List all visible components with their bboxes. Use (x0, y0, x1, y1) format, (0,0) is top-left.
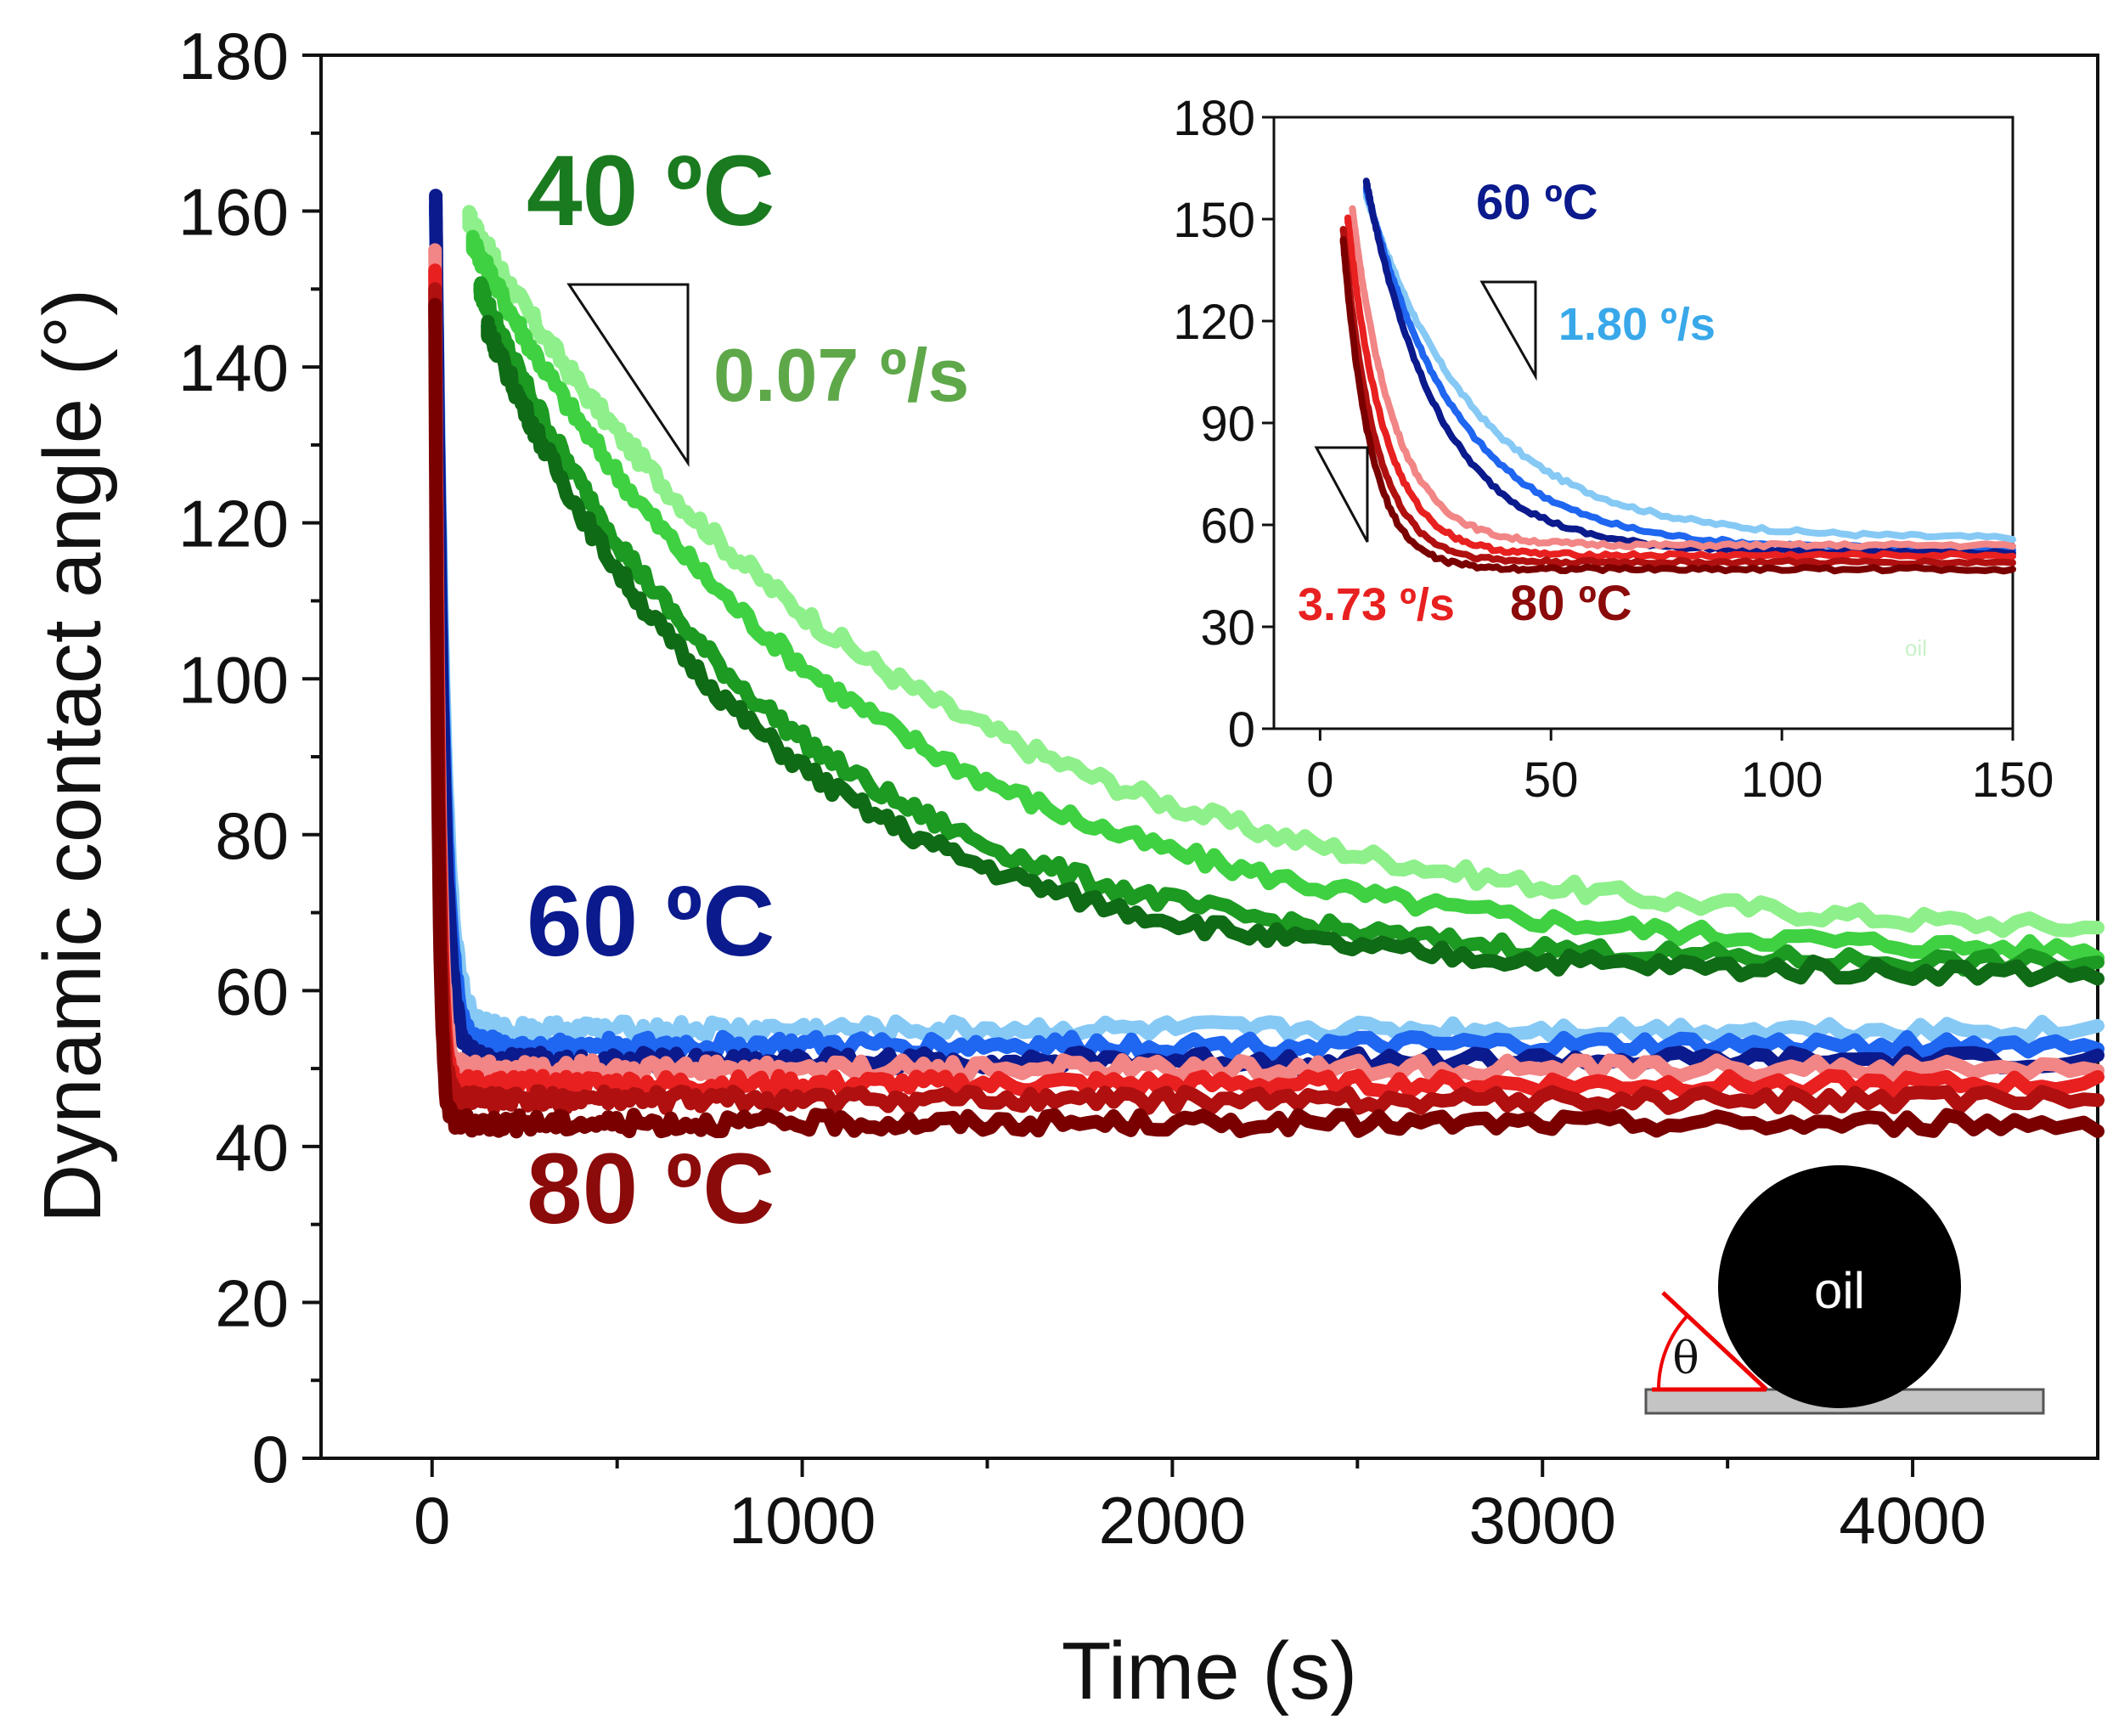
main-series-80-c-run-1 (428, 243, 2105, 1084)
main-series-40-c-run-1 (462, 205, 2105, 938)
inset-slope-triangle-60c (1479, 280, 1537, 381)
inset-x-tick-label-50: 50 (1524, 752, 1579, 808)
main-y-tick-label-40: 40 (215, 1110, 289, 1185)
inset-series-60-c-run-3 (1362, 178, 2016, 558)
inset-x-tick-label-100: 100 (1741, 752, 1823, 808)
oil-drop-schematic: oil θ (1644, 1165, 2045, 1415)
inset-label-80c: 80 ºC (1510, 576, 1632, 631)
inset-y-tick-label-120: 120 (1173, 295, 1255, 350)
main-series-group (428, 189, 2105, 1139)
inset-y-tick-label-0: 0 (1228, 702, 1255, 758)
theta-symbol: θ (1672, 1333, 1699, 1384)
inset-slope-triangle-80c (1314, 446, 1369, 543)
label-rate-40c: 0.07 º/s (713, 333, 969, 417)
inset-label-60c: 60 ºC (1476, 175, 1598, 230)
main-series-80-c-run-4 (428, 297, 2105, 1139)
x-axis-title: Time (s) (1062, 1626, 1357, 1716)
inset-series-80-c-run-2 (1344, 214, 2016, 561)
main-ticks (302, 54, 1915, 1477)
inset-series-80-c-run-1 (1349, 205, 2016, 551)
inset-ticks (1262, 116, 2014, 741)
label-40c: 40 ºC (527, 135, 775, 247)
y-axis-title: Dynamic contact angle (°) (27, 289, 118, 1223)
main-y-tick-label-80: 80 (215, 798, 289, 873)
main-tick-labels: 0 1000 2000 3000 400002040608010012014016018… (178, 19, 1986, 1558)
main-x-tick-label-1000: 1000 (729, 1483, 876, 1558)
inset-x-tick-label-0: 0 (1306, 752, 1333, 808)
main-series-40-c-run-3 (473, 276, 2105, 978)
inset-tick-labels: 0 50 100 150 0 30 60 90 120 150 180 (1173, 91, 2054, 808)
oil-drop-label: oil (1814, 1262, 1865, 1319)
main-y-tick-label-60: 60 (215, 954, 289, 1029)
angle-arc (1656, 1314, 1689, 1390)
main-x-tick-label-3000: 3000 (1468, 1483, 1616, 1558)
main-y-tick-label-140: 140 (178, 330, 289, 405)
label-60c: 60 ºC (527, 865, 775, 978)
inset-series-group (1339, 178, 2016, 575)
main-series-80-c-run-3 (428, 282, 2105, 1115)
main-series-40-c-run-2 (465, 229, 2105, 965)
inset-y-tick-label-30: 30 (1200, 600, 1255, 656)
main-y-tick-label-160: 160 (178, 175, 289, 250)
main-x-tick-label-2000: 2000 (1099, 1483, 1247, 1558)
main-y-tick-label-120: 120 (178, 487, 289, 561)
inset-y-tick-label-180: 180 (1173, 91, 1255, 146)
main-series-60-c-run-3 (429, 189, 2105, 1076)
main-series-40-c-run-4 (481, 314, 2105, 988)
inset-y-tick-label-150: 150 (1173, 193, 1255, 248)
main-series-60-c-run-1 (429, 199, 2105, 1046)
inset-x-tick-label-150: 150 (1972, 752, 2054, 808)
slope-triangle-40c (566, 283, 690, 467)
main-x-tick-label-0: 0 (414, 1483, 450, 1558)
main-y-tick-label-0: 0 (252, 1422, 289, 1496)
main-x-tick-label-4000: 4000 (1839, 1483, 1986, 1558)
inset-watermark: oil (1905, 635, 1927, 661)
angle-tangent (1661, 1291, 1768, 1391)
main-y-tick-label-100: 100 (178, 642, 289, 717)
oil-drop (1718, 1165, 1961, 1408)
inset-series-80-c-run-4 (1339, 236, 2016, 575)
inset-y-tick-label-60: 60 (1200, 499, 1255, 554)
inset-y-tick-label-90: 90 (1200, 397, 1255, 452)
inset-label-rate-60c: 1.80 º/s (1558, 299, 1716, 350)
inset-label-rate-80c: 3.73 º/s (1298, 579, 1455, 630)
main-y-tick-label-180: 180 (178, 19, 289, 93)
label-80c: 80 ºC (527, 1133, 775, 1245)
main-y-tick-label-20: 20 (215, 1266, 289, 1341)
